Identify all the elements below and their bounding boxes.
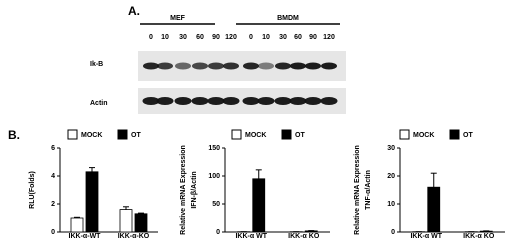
band [175,62,191,70]
band [275,62,291,70]
band [192,62,208,70]
lane-label: 30 [179,34,187,41]
y-tick-label: 30 [387,145,395,152]
band [243,62,259,70]
lane-label: 60 [294,34,302,41]
band [207,97,225,105]
legend-label: MOCK [413,132,434,139]
y-axis-label: IFN-β/Actin [191,171,198,208]
lane-label: 10 [262,34,270,41]
legend-label: MOCK [81,132,102,139]
legend-label: OT [131,132,141,139]
x-tick-label: IKK-α-WT [69,233,102,240]
lane-label: 30 [279,34,287,41]
band [290,62,306,70]
legend-label: MOCK [245,132,266,139]
x-tick-label: IKK-α-KO [118,233,150,240]
bar [70,217,84,233]
y-axis-label: TNF-α/Actin [365,170,372,210]
panel-label: B. [8,128,20,142]
legend-swatch [117,129,128,140]
band [257,97,275,105]
x-tick-label: IKK-α WT [235,233,267,240]
band [208,62,224,70]
band [142,97,160,105]
y-tick-label: 10 [387,201,395,208]
band [289,97,307,105]
legend-swatch [449,129,460,140]
legend-swatch [399,129,410,140]
legend-label: OT [295,132,305,139]
band [321,62,337,70]
lane-label: 60 [196,34,204,41]
lane-label: 90 [212,34,220,41]
y-tick-label: 4 [51,173,55,180]
group-label: BMDM [277,15,299,22]
y-axis-label: Relative mRNA Expression [180,145,187,235]
legend-swatch [281,129,292,140]
lane-label: 10 [161,34,169,41]
panel-label: A. [128,4,140,18]
band [157,62,173,70]
bar [252,178,266,233]
lane-label: 90 [309,34,317,41]
y-tick-label: 0 [391,229,395,236]
legend-swatch [67,129,78,140]
band [222,97,240,105]
band [242,97,260,105]
band [223,62,239,70]
band [174,97,192,105]
y-tick-label: 100 [208,173,220,180]
y-tick-label: 20 [387,173,395,180]
bar [134,213,148,233]
y-tick-label: 6 [51,145,55,152]
legend-swatch [231,129,242,140]
band [143,62,159,70]
lane-label: 0 [149,34,153,41]
bar [119,209,133,233]
y-tick-label: 150 [208,145,220,152]
y-tick-label: 0 [216,229,220,236]
y-axis-label: Relative mRNA Expression [354,145,361,235]
row-label: Ik-B [90,61,103,68]
x-tick-label: IKK-α WT [410,233,442,240]
band [156,97,174,105]
bar [427,186,441,233]
band [305,62,321,70]
x-tick-label: IKK-α KO [463,233,495,240]
band [304,97,322,105]
y-tick-label: 0 [51,229,55,236]
lane-label: 0 [249,34,253,41]
lane-label: 120 [225,34,237,41]
y-axis-label: RLU(Folds) [29,171,36,209]
x-tick-label: IKK-α KO [288,233,320,240]
group-label: MEF [170,15,186,22]
bar [85,171,99,233]
y-tick-label: 2 [51,201,55,208]
band [320,97,338,105]
lane-label: 120 [323,34,335,41]
band [274,97,292,105]
y-tick-label: 50 [212,201,220,208]
legend-label: OT [463,132,473,139]
band [258,62,274,70]
band [191,97,209,105]
row-label: Actin [90,100,108,107]
